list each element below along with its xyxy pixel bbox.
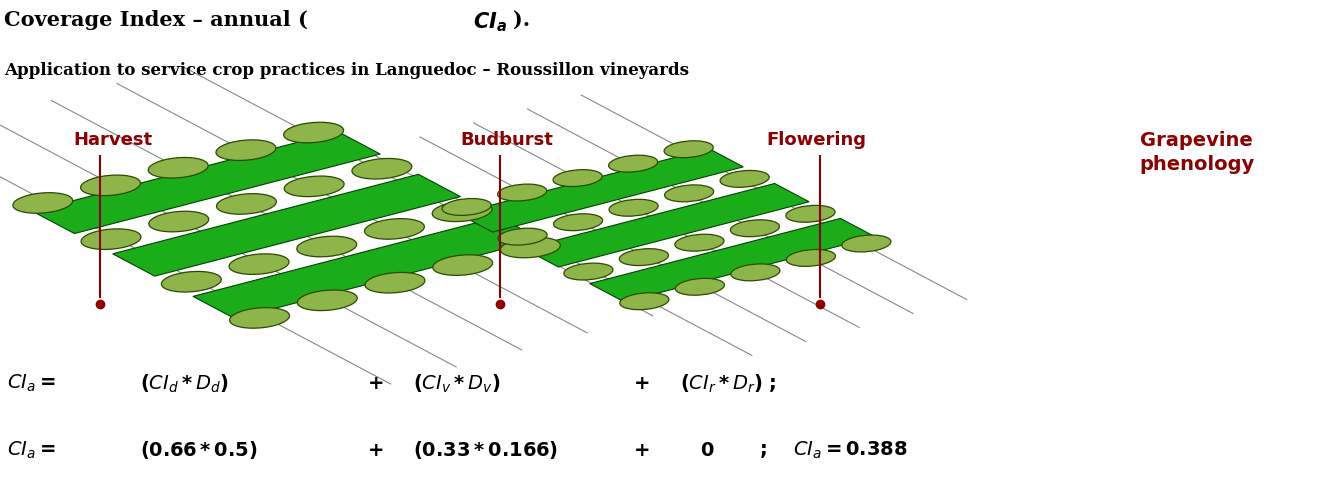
- Ellipse shape: [665, 185, 713, 202]
- Text: $\mathbf{+}$: $\mathbf{+}$: [367, 374, 383, 393]
- Text: $\mathbf{(\mathit{CI_r} * \mathit{D_r})}$$\mathbf{\ ;}$: $\mathbf{(\mathit{CI_r} * \mathit{D_r})}…: [680, 372, 776, 395]
- Ellipse shape: [365, 272, 425, 293]
- Ellipse shape: [297, 236, 357, 257]
- Ellipse shape: [620, 293, 669, 310]
- Polygon shape: [193, 217, 541, 319]
- Text: $\bfit{CI}_{\bfit{a}}$: $\bfit{CI}_{\bfit{a}}$: [473, 10, 508, 34]
- Ellipse shape: [500, 237, 560, 258]
- Polygon shape: [32, 132, 380, 234]
- Ellipse shape: [149, 211, 209, 232]
- Ellipse shape: [664, 141, 713, 158]
- Polygon shape: [589, 218, 874, 302]
- Ellipse shape: [148, 157, 208, 178]
- Polygon shape: [113, 174, 460, 276]
- Ellipse shape: [499, 228, 547, 245]
- Polygon shape: [459, 148, 744, 232]
- Ellipse shape: [297, 290, 357, 310]
- Ellipse shape: [432, 201, 492, 222]
- Ellipse shape: [433, 255, 493, 275]
- Ellipse shape: [229, 254, 289, 274]
- Text: $\mathbf{\mathit{CI_a}}$$\mathbf{=}$: $\mathbf{\mathit{CI_a}}$$\mathbf{=}$: [7, 373, 55, 395]
- Ellipse shape: [786, 205, 834, 222]
- Ellipse shape: [676, 278, 724, 295]
- Text: ).: ).: [513, 10, 531, 30]
- Text: $\mathbf{+}$: $\mathbf{+}$: [367, 441, 383, 460]
- Text: $\mathbf{(\mathit{CI_d} * \mathit{D_d})}$: $\mathbf{(\mathit{CI_d} * \mathit{D_d})}…: [140, 372, 229, 395]
- Ellipse shape: [216, 140, 276, 160]
- Ellipse shape: [609, 155, 657, 172]
- Text: $\mathbf{\mathit{CI_a}}$$\mathbf{=}$: $\mathbf{\mathit{CI_a}}$$\mathbf{=}$: [7, 440, 55, 461]
- Text: $\mathbf{(\mathit{CI_v} * \mathit{D_v})}$: $\mathbf{(\mathit{CI_v} * \mathit{D_v})}…: [413, 372, 501, 395]
- Ellipse shape: [553, 214, 603, 231]
- Ellipse shape: [80, 175, 140, 196]
- Ellipse shape: [443, 198, 491, 215]
- Ellipse shape: [609, 199, 659, 216]
- Ellipse shape: [730, 264, 780, 281]
- Ellipse shape: [284, 122, 344, 143]
- Text: $\mathbf{(0.66 * 0.5)}$: $\mathbf{(0.66 * 0.5)}$: [140, 440, 257, 461]
- Ellipse shape: [553, 170, 603, 187]
- Text: Grapevine
phenology: Grapevine phenology: [1140, 131, 1254, 174]
- Ellipse shape: [364, 219, 424, 239]
- Text: Application to service crop practices in Languedoc – Roussillon vineyards: Application to service crop practices in…: [4, 62, 689, 79]
- Text: $\mathbf{(0.33 * 0.166)}$: $\mathbf{(0.33 * 0.166)}$: [413, 440, 559, 461]
- Text: Flowering: Flowering: [766, 131, 866, 149]
- Text: $\mathbf{\ ;\ }$: $\mathbf{\ ;\ }$: [753, 441, 766, 460]
- Ellipse shape: [81, 229, 141, 249]
- Ellipse shape: [730, 220, 780, 237]
- Ellipse shape: [284, 176, 344, 197]
- Ellipse shape: [564, 263, 613, 280]
- Polygon shape: [524, 184, 809, 267]
- Ellipse shape: [674, 234, 724, 251]
- Ellipse shape: [13, 193, 73, 213]
- Text: Coverage Index – annual (: Coverage Index – annual (: [4, 10, 308, 30]
- Ellipse shape: [786, 249, 836, 266]
- Text: $\mathbf{0}$: $\mathbf{0}$: [700, 441, 714, 460]
- Ellipse shape: [620, 248, 668, 265]
- Ellipse shape: [216, 194, 276, 214]
- Text: $\mathbf{+}$: $\mathbf{+}$: [633, 441, 649, 460]
- Ellipse shape: [720, 170, 769, 187]
- Ellipse shape: [161, 271, 221, 292]
- Ellipse shape: [497, 184, 547, 201]
- Text: Harvest: Harvest: [73, 131, 152, 149]
- Ellipse shape: [229, 307, 289, 328]
- Text: $\mathbf{\mathit{CI_a}}$$\mathbf{= 0.388}$: $\mathbf{\mathit{CI_a}}$$\mathbf{= 0.388…: [793, 440, 908, 461]
- Ellipse shape: [842, 235, 890, 252]
- Text: $\mathbf{+}$: $\mathbf{+}$: [633, 374, 649, 393]
- Ellipse shape: [352, 158, 412, 179]
- Text: Budburst: Budburst: [460, 131, 553, 149]
